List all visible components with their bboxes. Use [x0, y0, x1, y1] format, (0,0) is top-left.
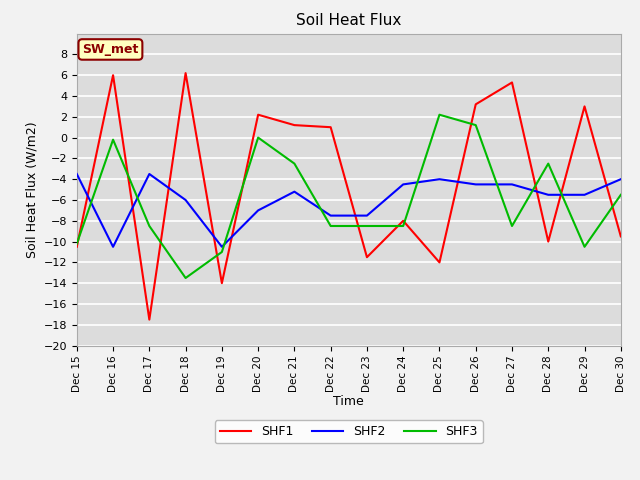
SHF3	[109, 137, 117, 143]
SHF3	[73, 241, 81, 247]
SHF2	[472, 181, 479, 187]
SHF3	[472, 122, 479, 128]
SHF3	[327, 223, 335, 229]
Legend: SHF1, SHF2, SHF3: SHF1, SHF2, SHF3	[214, 420, 483, 444]
SHF2	[508, 181, 516, 187]
X-axis label: Time: Time	[333, 395, 364, 408]
SHF1	[254, 112, 262, 118]
SHF2	[145, 171, 153, 177]
SHF3	[508, 223, 516, 229]
SHF2	[182, 197, 189, 203]
SHF3	[291, 161, 298, 167]
SHF1	[545, 239, 552, 244]
SHF1	[73, 244, 81, 250]
SHF2	[545, 192, 552, 198]
SHF1	[472, 101, 479, 107]
SHF1	[109, 72, 117, 78]
SHF3	[254, 135, 262, 141]
SHF2	[617, 176, 625, 182]
SHF3	[182, 275, 189, 281]
SHF3	[436, 112, 444, 118]
Line: SHF3: SHF3	[77, 115, 621, 278]
Text: SW_met: SW_met	[82, 43, 139, 56]
SHF2	[436, 176, 444, 182]
Y-axis label: Soil Heat Flux (W/m2): Soil Heat Flux (W/m2)	[25, 121, 38, 258]
SHF2	[291, 189, 298, 194]
SHF2	[254, 207, 262, 213]
SHF1	[363, 254, 371, 260]
SHF2	[218, 244, 226, 250]
SHF3	[363, 223, 371, 229]
SHF3	[218, 249, 226, 255]
SHF1	[508, 80, 516, 85]
Line: SHF1: SHF1	[77, 73, 621, 320]
SHF1	[436, 260, 444, 265]
SHF3	[399, 223, 407, 229]
SHF3	[145, 223, 153, 229]
SHF2	[580, 192, 588, 198]
SHF1	[218, 280, 226, 286]
SHF2	[327, 213, 335, 218]
SHF1	[580, 104, 588, 109]
SHF3	[617, 192, 625, 198]
SHF1	[182, 70, 189, 76]
SHF1	[145, 317, 153, 323]
SHF2	[109, 244, 117, 250]
SHF2	[73, 171, 81, 177]
Line: SHF2: SHF2	[77, 174, 621, 247]
SHF3	[545, 161, 552, 167]
SHF1	[327, 124, 335, 130]
SHF1	[617, 234, 625, 240]
SHF2	[399, 181, 407, 187]
SHF3	[580, 244, 588, 250]
SHF2	[363, 213, 371, 218]
SHF1	[291, 122, 298, 128]
Title: Soil Heat Flux: Soil Heat Flux	[296, 13, 401, 28]
SHF1	[399, 218, 407, 224]
